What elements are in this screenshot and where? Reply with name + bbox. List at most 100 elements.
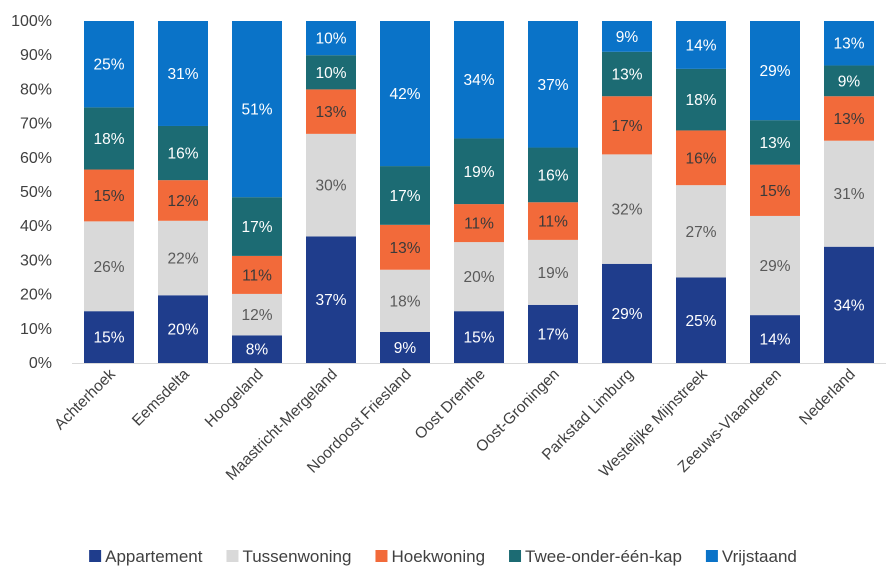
- bar-segment: [158, 180, 208, 221]
- bar-segment: [306, 236, 356, 363]
- data-label: 20%: [167, 322, 198, 339]
- legend-item: Tussenwoning: [226, 547, 351, 566]
- bar-segment: [602, 154, 652, 264]
- bar-segment: [454, 21, 504, 139]
- bar-segment: [380, 166, 430, 225]
- bar-segment: [232, 21, 282, 198]
- bar-segment: [528, 147, 578, 203]
- data-label: 16%: [537, 167, 568, 184]
- y-tick-label: 10%: [20, 321, 52, 338]
- data-label: 9%: [394, 340, 417, 357]
- bar-segment: [824, 65, 874, 97]
- data-label: 13%: [389, 240, 420, 257]
- bar-segment: [676, 185, 726, 278]
- y-tick-label: 70%: [20, 116, 52, 133]
- y-tick-label: 50%: [20, 184, 52, 201]
- data-label: 51%: [241, 102, 272, 119]
- data-label: 31%: [833, 186, 864, 203]
- data-label: 25%: [685, 313, 716, 330]
- data-label: 15%: [463, 330, 494, 347]
- bar-segment: [380, 269, 430, 332]
- bar-segment: [306, 55, 356, 90]
- bar-segment: [232, 197, 282, 256]
- data-label: 17%: [611, 118, 642, 135]
- data-label: 29%: [759, 258, 790, 275]
- data-label: 11%: [464, 216, 494, 233]
- bar-segment: [750, 315, 800, 363]
- data-label: 29%: [759, 63, 790, 80]
- bar-segment: [676, 277, 726, 363]
- data-label: 32%: [611, 202, 642, 219]
- bar-segment: [380, 224, 430, 270]
- data-label: 11%: [242, 267, 272, 284]
- bar-segment: [750, 164, 800, 216]
- legend-label: Vrijstaand: [722, 547, 797, 566]
- data-label: 15%: [93, 330, 124, 347]
- data-label: 15%: [759, 183, 790, 200]
- legend-swatch: [509, 550, 522, 562]
- data-label: 9%: [616, 29, 639, 46]
- bar-segment: [824, 96, 874, 141]
- data-label: 42%: [389, 86, 420, 103]
- bar-segment: [380, 21, 430, 167]
- data-label: 9%: [838, 73, 861, 90]
- legend-label: Hoekwoning: [391, 547, 485, 566]
- data-label: 25%: [93, 57, 124, 74]
- data-label: 12%: [167, 193, 198, 210]
- y-axis: 0% 10% 20% 30% 40% 50% 60% 70% 80% 90% 100%: [11, 13, 52, 372]
- x-axis: Achterhoek Eemsdelta HoogelandMaastricht-M…: [51, 363, 886, 484]
- bar-segment: [454, 138, 504, 205]
- bar-segment: [84, 221, 134, 312]
- legend-swatch: [375, 550, 388, 562]
- data-label: 37%: [315, 292, 346, 309]
- data-label: 15%: [93, 188, 124, 205]
- data-label: 27%: [685, 224, 716, 241]
- data-label: 31%: [167, 66, 198, 83]
- bar-segment: [528, 21, 578, 148]
- data-label: 12%: [241, 307, 272, 324]
- data-label: 13%: [759, 135, 790, 152]
- data-label: 17%: [537, 326, 568, 343]
- data-label: 18%: [685, 92, 716, 109]
- bar-segment: [602, 21, 652, 52]
- bar-segment: [528, 202, 578, 240]
- bar-segment: [454, 242, 504, 312]
- legend: Appartement Tussenwoning Hoekwoning Twee-on…: [89, 547, 797, 566]
- legend-swatch: [226, 550, 239, 562]
- bar-segment: [306, 133, 356, 237]
- bar-segment: [232, 293, 282, 336]
- bar-segment: [84, 169, 134, 222]
- bar-segment: [602, 263, 652, 363]
- bar-segment: [84, 311, 134, 363]
- bar-segment: [824, 140, 874, 247]
- legend-item: Twee-onder-één-kap: [509, 547, 682, 566]
- y-tick-label: 80%: [20, 81, 52, 98]
- y-tick-label: 20%: [20, 287, 52, 304]
- bar-segment: [380, 331, 430, 363]
- y-tick-label: 40%: [20, 218, 52, 235]
- data-label: 29%: [611, 306, 642, 323]
- bar-segment: [158, 125, 208, 181]
- legend-label: Appartement: [105, 547, 203, 566]
- bar-segment: [602, 51, 652, 97]
- bar-segment: [750, 120, 800, 165]
- bar-segment: [676, 21, 726, 69]
- data-label: 34%: [463, 72, 494, 89]
- data-label: 13%: [833, 36, 864, 53]
- data-label: 37%: [537, 77, 568, 94]
- legend-swatch: [705, 550, 718, 562]
- data-label: 16%: [167, 146, 198, 163]
- legend-label: Tussenwoning: [242, 547, 351, 566]
- y-tick-label: 60%: [20, 150, 52, 167]
- bar-segment: [232, 335, 282, 363]
- data-label: 11%: [538, 214, 568, 231]
- bar-segment: [84, 21, 134, 108]
- bar-segment: [84, 107, 134, 170]
- data-label: 16%: [685, 150, 716, 167]
- data-label: 19%: [463, 164, 494, 181]
- x-tick-label: Nederland: [796, 366, 859, 429]
- x-tick-label: Eemsdelta: [129, 366, 193, 430]
- data-label: 17%: [241, 219, 272, 236]
- bar-segment: [528, 304, 578, 363]
